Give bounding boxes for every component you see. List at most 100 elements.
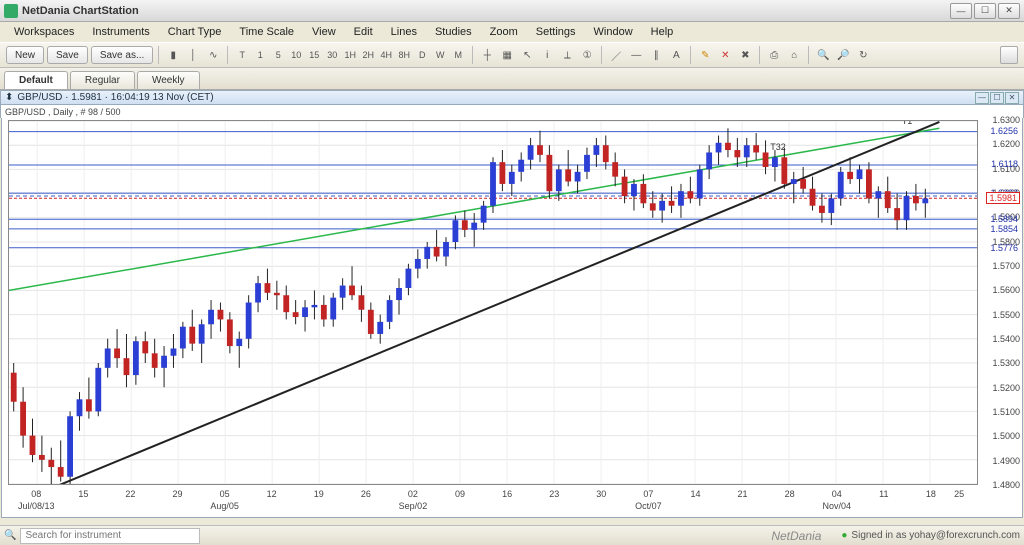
close-button[interactable]: ✕ — [998, 3, 1020, 19]
menu-help[interactable]: Help — [643, 24, 682, 40]
workspace-tabs: DefaultRegularWeekly — [0, 68, 1024, 90]
refresh-icon[interactable]: ↻ — [854, 46, 872, 64]
hline-icon[interactable]: — — [627, 46, 645, 64]
menu-lines[interactable]: Lines — [383, 24, 425, 40]
x-day-label: 30 — [596, 489, 606, 499]
candlestick-icon[interactable]: ▮ — [164, 46, 182, 64]
toolbar-menu-button[interactable] — [1000, 46, 1018, 64]
maximize-button[interactable]: ☐ — [974, 3, 996, 19]
chart-indicator-icon: ⬍ — [5, 92, 13, 103]
x-day-label: 16 — [502, 489, 512, 499]
toolbar: NewSaveSave as... ▮ │ ∿ T151015301H2H4H8… — [0, 42, 1024, 68]
x-day-label: 09 — [455, 489, 465, 499]
timeframe-1-button[interactable]: 1 — [251, 46, 269, 64]
brand-label: NetDania — [771, 529, 821, 543]
menu-edit[interactable]: Edit — [346, 24, 381, 40]
hline-price-label: 1.5776 — [988, 243, 1020, 253]
ruler-icon[interactable]: ⟂ — [558, 46, 576, 64]
x-month-label: Nov/04 — [822, 501, 851, 511]
window-titlebar: NetDania ChartStation — ☐ ✕ — [0, 0, 1024, 22]
value-icon[interactable]: ① — [578, 46, 596, 64]
cursor-icon[interactable]: ↖ — [518, 46, 536, 64]
x-month-label: Sep/02 — [399, 501, 428, 511]
y-tick-label: 1.4800 — [992, 480, 1020, 490]
svg-text:T1: T1 — [902, 121, 913, 126]
x-day-label: 19 — [314, 489, 324, 499]
save-button[interactable]: Save — [47, 46, 88, 64]
timeframe-1h-button[interactable]: 1H — [341, 46, 359, 64]
save-as--button[interactable]: Save as... — [91, 46, 153, 64]
line-chart-icon[interactable]: ∿ — [204, 46, 222, 64]
timeframe-15-button[interactable]: 15 — [305, 46, 323, 64]
timeframe-w-button[interactable]: W — [431, 46, 449, 64]
timeframe-d-button[interactable]: D — [413, 46, 431, 64]
zoomin-icon[interactable]: 🔍 — [814, 46, 832, 64]
x-day-label: 05 — [220, 489, 230, 499]
connection-icon: ● — [841, 530, 847, 541]
timeframe-30-button[interactable]: 30 — [323, 46, 341, 64]
chart-close-button[interactable]: ✕ — [1005, 92, 1019, 104]
new-button[interactable]: New — [6, 46, 44, 64]
menu-bar: WorkspacesInstrumentsChart TypeTime Scal… — [0, 22, 1024, 42]
crosshair-icon[interactable]: ┼ — [478, 46, 496, 64]
x-axis: 0815222905121926020916233007142128041118… — [8, 487, 978, 517]
channel-icon[interactable]: ∥ — [647, 46, 665, 64]
menu-workspaces[interactable]: Workspaces — [6, 24, 82, 40]
timeframe-8h-button[interactable]: 8H — [395, 46, 413, 64]
chart-window-header[interactable]: ⬍ GBP/USD · 1.5981 · 16:04:19 13 Nov (CE… — [0, 90, 1024, 105]
y-tick-label: 1.4900 — [992, 456, 1020, 466]
y-tick-label: 1.5600 — [992, 285, 1020, 295]
chart-area[interactable]: T1T32 1.48001.49001.50001.51001.52001.53… — [1, 118, 1023, 518]
app-logo-icon — [4, 4, 18, 18]
svg-text:T32: T32 — [770, 142, 786, 152]
tab-weekly[interactable]: Weekly — [137, 71, 200, 89]
camera-icon[interactable]: ⌂ — [785, 46, 803, 64]
timeframe-4h-button[interactable]: 4H — [377, 46, 395, 64]
zoomout-icon[interactable]: 🔎 — [834, 46, 852, 64]
x-day-label: 18 — [926, 489, 936, 499]
timeframe-2h-button[interactable]: 2H — [359, 46, 377, 64]
tab-regular[interactable]: Regular — [70, 71, 135, 89]
trendline-icon[interactable]: ／ — [607, 46, 625, 64]
chart-minimize-button[interactable]: — — [975, 92, 989, 104]
bar-chart-icon[interactable]: │ — [184, 46, 202, 64]
menu-settings[interactable]: Settings — [528, 24, 584, 40]
hline-price-label: 1.6256 — [988, 126, 1020, 136]
timeframe-5-button[interactable]: 5 — [269, 46, 287, 64]
delete-icon[interactable]: ✕ — [716, 46, 734, 64]
edit-icon[interactable]: ✎ — [696, 46, 714, 64]
erase-icon[interactable]: ✖ — [736, 46, 754, 64]
x-day-label: 14 — [690, 489, 700, 499]
timeframe-m-button[interactable]: M — [449, 46, 467, 64]
tab-default[interactable]: Default — [4, 71, 68, 89]
minimize-button[interactable]: — — [950, 3, 972, 19]
search-input[interactable] — [20, 528, 200, 544]
print-icon[interactable]: ⎙ — [765, 46, 783, 64]
chart-maximize-button[interactable]: ☐ — [990, 92, 1004, 104]
x-day-label: 22 — [125, 489, 135, 499]
menu-time-scale[interactable]: Time Scale — [231, 24, 302, 40]
x-day-label: 15 — [78, 489, 88, 499]
x-month-label: Jul/08/13 — [18, 501, 55, 511]
x-day-label: 08 — [31, 489, 41, 499]
x-day-label: 29 — [172, 489, 182, 499]
menu-window[interactable]: Window — [586, 24, 641, 40]
chart-window: ⬍ GBP/USD · 1.5981 · 16:04:19 13 Nov (CE… — [0, 90, 1024, 518]
x-day-label: 28 — [785, 489, 795, 499]
info-icon[interactable]: i — [538, 46, 556, 64]
search-icon: 🔍 — [4, 530, 16, 541]
menu-view[interactable]: View — [304, 24, 344, 40]
y-tick-label: 1.5700 — [992, 261, 1020, 271]
y-tick-label: 1.6200 — [992, 139, 1020, 149]
menu-zoom[interactable]: Zoom — [482, 24, 526, 40]
timeframe-10-button[interactable]: 10 — [287, 46, 305, 64]
x-day-label: 07 — [643, 489, 653, 499]
menu-chart-type[interactable]: Chart Type — [160, 24, 230, 40]
grid-icon[interactable]: ▦ — [498, 46, 516, 64]
x-day-label: 12 — [267, 489, 277, 499]
timeframe-t-button[interactable]: T — [233, 46, 251, 64]
menu-instruments[interactable]: Instruments — [84, 24, 157, 40]
hline-price-label: 1.6118 — [989, 159, 1020, 169]
text-icon[interactable]: A — [667, 46, 685, 64]
menu-studies[interactable]: Studies — [427, 24, 480, 40]
